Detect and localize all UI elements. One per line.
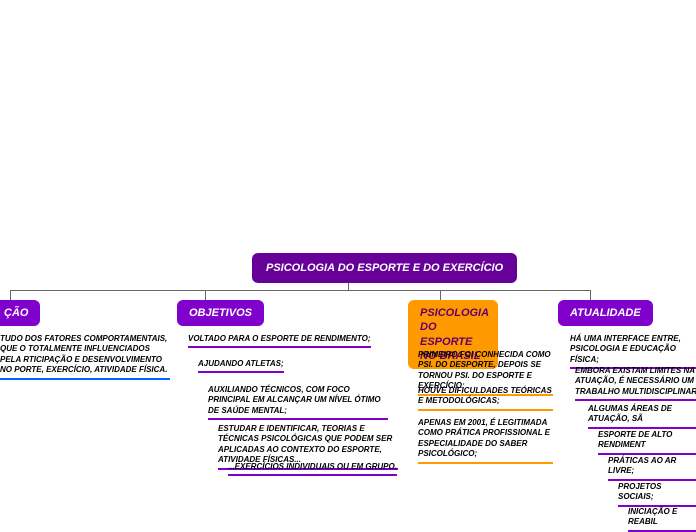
leaf-11: EMBORA EXISTAM LIMITES NA ATUAÇÃO, É NEC… [575, 366, 696, 401]
leaf-6: ...EXERCÍCIOS INDIVIDUAIS OU EM GRUPO. [228, 462, 397, 476]
leaf-15: PROJETOS SOCIAIS; [618, 482, 696, 507]
branch-2: OBJETIVOS [177, 300, 264, 326]
leaf-2: VOLTADO PARA O ESPORTE DE RENDIMENTO; [188, 334, 371, 348]
branch-1-label: ÇÃO [4, 307, 28, 319]
branch-2-label: OBJETIVOS [189, 307, 252, 319]
leaf-9: APENAS EM 2001, É LEGITIMADA COMO PRÁTIC… [418, 418, 553, 464]
leaf-10: HÁ UMA INTERFACE ENTRE, PSICOLOGIA E EDU… [570, 334, 696, 369]
leaf-16: INICIAÇÃO E REABIL [628, 507, 696, 532]
root-node: PSICOLOGIA DO ESPORTE E DO EXERCÍCIO [252, 253, 517, 283]
leaf-12: ALGUMAS ÁREAS DE ATUAÇÃO, SÃ [588, 404, 696, 429]
branch-1: ÇÃO [0, 300, 40, 326]
leaf-14: PRÁTICAS AO AR LIVRE; [608, 456, 696, 481]
branch-4: ATUALIDADE [558, 300, 653, 326]
branch-4-label: ATUALIDADE [570, 307, 641, 319]
leaf-13: ESPORTE DE ALTO RENDIMENT [598, 430, 696, 455]
leaf-4: AUXILIANDO TÉCNICOS, COM FOCO PRINCIPAL … [208, 385, 388, 420]
leaf-8: HOUVE DIFICULDADES TEÓRICAS E METODOLÓGI… [418, 386, 553, 411]
leaf-3: AJUDANDO ATLETAS; [198, 359, 284, 373]
leaf-1: TUDO DOS FATORES COMPORTAMENTAIS, QUE O … [0, 334, 170, 380]
root-label: PSICOLOGIA DO ESPORTE E DO EXERCÍCIO [266, 262, 503, 274]
